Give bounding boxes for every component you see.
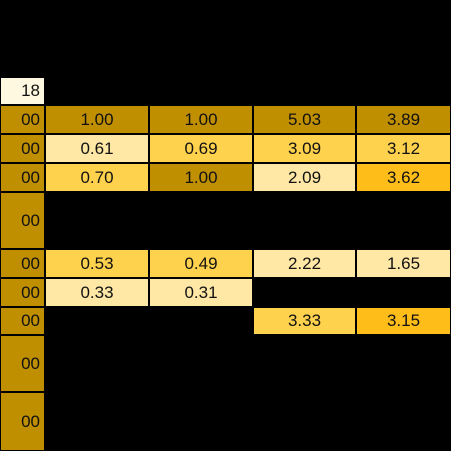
cell-r2-c4: 3.12 [356,134,451,163]
cell-left-6: 00 [0,278,45,307]
cell-r6-c2: 0.31 [149,278,253,307]
cell-r1-c4: 3.89 [356,105,451,134]
cell-left-3: 00 [0,163,45,192]
cell-left-8: 00 [0,335,45,392]
cell-left-5: 00 [0,249,45,278]
cell-left-1: 00 [0,105,45,134]
cell-r3-c4: 3.62 [356,163,451,192]
cell-r3-c3: 2.09 [253,163,356,192]
cell-r1-c2: 1.00 [149,105,253,134]
cell-r7-c4: 3.15 [356,307,451,335]
cell-left-2: 00 [0,134,45,163]
cell-r5-c1: 0.53 [45,249,149,278]
cell-r5-c4: 1.65 [356,249,451,278]
cell-r2-c1: 0.61 [45,134,149,163]
cell-top-left: 18 [0,77,45,105]
cell-r6-c1: 0.33 [45,278,149,307]
cell-r3-c1: 0.70 [45,163,149,192]
cell-left-7: 00 [0,307,45,335]
cell-r5-c3: 2.22 [253,249,356,278]
cell-r1-c1: 1.00 [45,105,149,134]
cell-r2-c3: 3.09 [253,134,356,163]
cell-r5-c2: 0.49 [149,249,253,278]
cell-left-9: 00 [0,392,45,451]
cell-r7-c3: 3.33 [253,307,356,335]
cell-left-4: 00 [0,192,45,249]
cell-r1-c3: 5.03 [253,105,356,134]
cell-r2-c2: 0.69 [149,134,253,163]
cell-r3-c2: 1.00 [149,163,253,192]
